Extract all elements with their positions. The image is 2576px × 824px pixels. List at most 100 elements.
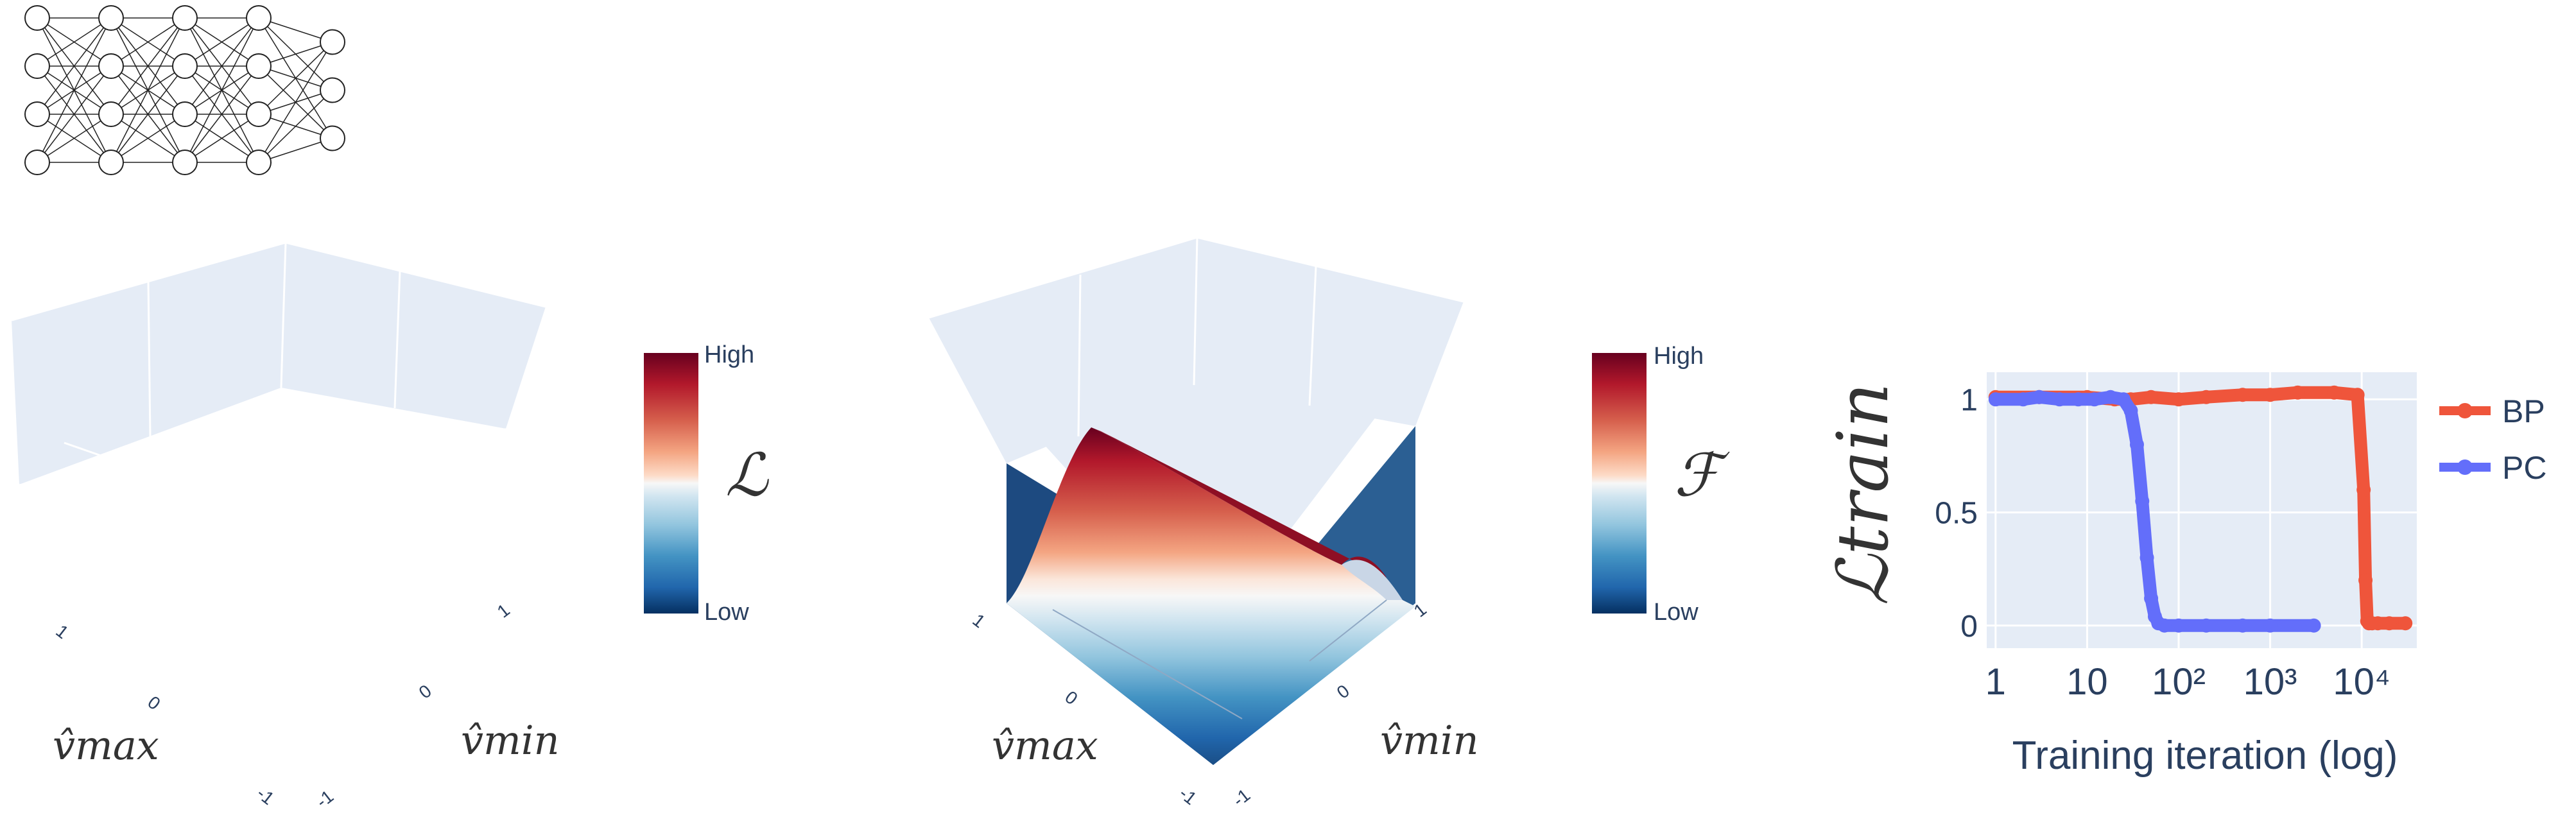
network-neuron xyxy=(246,5,272,31)
network-neuron xyxy=(98,150,124,175)
ridge-surface xyxy=(1007,426,1415,765)
network-neuron xyxy=(320,125,345,151)
network-connection xyxy=(37,17,112,115)
data-point-pc xyxy=(2052,392,2067,407)
network-connection xyxy=(258,17,333,43)
y-tick-label: 1 xyxy=(1960,383,1978,417)
network-neuron xyxy=(246,101,272,127)
network-connection xyxy=(184,65,259,163)
network-neuron xyxy=(24,53,50,79)
x-tick-label: 1 xyxy=(1985,661,2006,703)
network-connection xyxy=(258,42,333,163)
network-connection xyxy=(37,17,112,67)
neural-network-diagram xyxy=(24,5,345,175)
x-axis-ticks: 1 10 10² 10³ 10⁴ xyxy=(1985,661,2390,703)
network-connection xyxy=(184,17,259,115)
data-point-bp xyxy=(2356,483,2371,497)
colorbar-gradient xyxy=(644,353,698,614)
data-point-pc xyxy=(2139,551,2154,565)
network-connection xyxy=(37,114,112,163)
network-neuron xyxy=(172,5,198,31)
network-neuron xyxy=(98,101,124,127)
legend-label-bp: BP xyxy=(2502,393,2545,429)
vmax-tick-0: 0 xyxy=(144,692,164,714)
network-connection xyxy=(37,65,112,163)
vmin-tick-minus1: -1 xyxy=(1229,785,1254,811)
network-connection xyxy=(37,17,112,163)
data-point-pc xyxy=(2199,618,2213,633)
data-point-bp xyxy=(2371,616,2385,631)
y-tick-label: 0.5 xyxy=(1935,497,1978,531)
data-point-pc xyxy=(2306,618,2321,633)
data-point-bp xyxy=(2144,390,2159,404)
data-point-pc xyxy=(2116,392,2131,407)
network-neuron xyxy=(98,53,124,79)
network-connection xyxy=(258,89,333,163)
network-neuron xyxy=(246,53,272,79)
vmax-tick-minus1: -1 xyxy=(1175,783,1200,809)
network-connection xyxy=(110,17,186,67)
data-point-pc xyxy=(2103,390,2118,404)
data-point-bp xyxy=(2358,573,2373,588)
surface-panel-loss: 1 0 -1 v̂max 1 0 -1 v̂min High Low ℒ xyxy=(11,241,778,812)
data-point-pc xyxy=(2171,618,2186,633)
data-point-pc xyxy=(2144,591,2159,606)
x-tick-label: 10² xyxy=(2152,661,2206,703)
network-connection xyxy=(110,65,186,163)
vmin-tick-0: 0 xyxy=(1333,681,1353,703)
x-tick-label: 10 xyxy=(2066,661,2108,703)
training-loss-chart: 1 10 10² 10³ 10⁴ 00.51 Training iteration (l… xyxy=(1822,372,2546,778)
box-back-right-wall xyxy=(1194,237,1464,426)
data-point-bp xyxy=(2199,390,2213,404)
data-point-pc xyxy=(2235,618,2250,633)
network-neuron xyxy=(172,150,198,175)
x-tick-label: 10³ xyxy=(2243,661,2297,703)
vmin-axis-label: v̂min xyxy=(461,717,560,764)
network-connection xyxy=(110,17,186,115)
network-neuron xyxy=(24,5,50,31)
vmax-axis: 1 0 -1 v̂max xyxy=(52,621,278,809)
colorbar-energy: High Low ℱ xyxy=(1557,340,1733,664)
ridge-gridlines xyxy=(1052,599,1387,719)
data-point-pc xyxy=(2087,392,2102,407)
vmin-axis: 1 0 -1 v̂min xyxy=(313,600,560,812)
legend-marker-pc xyxy=(2457,459,2473,475)
data-point-bp xyxy=(2382,616,2397,631)
vmin-tick-1: 1 xyxy=(494,600,514,622)
vmax-tick-1: 1 xyxy=(52,621,72,642)
box-back-left-wall xyxy=(929,237,1197,463)
vmin-tick-1: 1 xyxy=(1410,599,1430,621)
network-connection xyxy=(258,41,333,67)
network-neuron xyxy=(172,101,198,127)
data-point-bp xyxy=(2171,392,2186,407)
vmax-axis-label: v̂max xyxy=(992,722,1098,769)
surface-panel-energy: 1 0 -1 v̂max 1 0 -1 v̂min High Low ℱ xyxy=(928,236,1733,811)
network-neuron xyxy=(246,150,272,175)
network-connection xyxy=(184,17,259,67)
plot-area xyxy=(1987,372,2417,648)
chart-legend: BP PC xyxy=(2439,393,2546,486)
colorbar-low-label: Low xyxy=(1654,599,1699,626)
data-point-pc xyxy=(2135,494,2150,508)
x-tick-label: 10⁴ xyxy=(2333,661,2390,703)
network-connection xyxy=(258,137,333,163)
colorbar-loss: High Low ℒ xyxy=(611,340,778,664)
ridge-face xyxy=(1007,427,1415,765)
vmax-axis-label: v̂max xyxy=(53,722,159,769)
vmin-axis-label: v̂min xyxy=(1380,717,1479,764)
vmin-tick-minus1: -1 xyxy=(313,786,338,812)
data-point-pc xyxy=(2157,618,2172,633)
network-neuron xyxy=(172,53,198,79)
data-point-bp xyxy=(2350,388,2365,402)
vmax-tick-0: 0 xyxy=(1061,687,1081,708)
flat-surface xyxy=(19,388,506,631)
colorbar-gradient xyxy=(1592,353,1647,614)
box-back-right-wall xyxy=(281,243,546,429)
vmin-tick-0: 0 xyxy=(415,681,435,703)
network-neuron xyxy=(98,5,124,31)
data-point-pc xyxy=(2016,392,2030,407)
data-point-bp xyxy=(2263,388,2278,402)
data-point-bp xyxy=(2290,385,2305,400)
network-connection xyxy=(110,114,186,163)
data-point-pc xyxy=(2129,437,2144,452)
